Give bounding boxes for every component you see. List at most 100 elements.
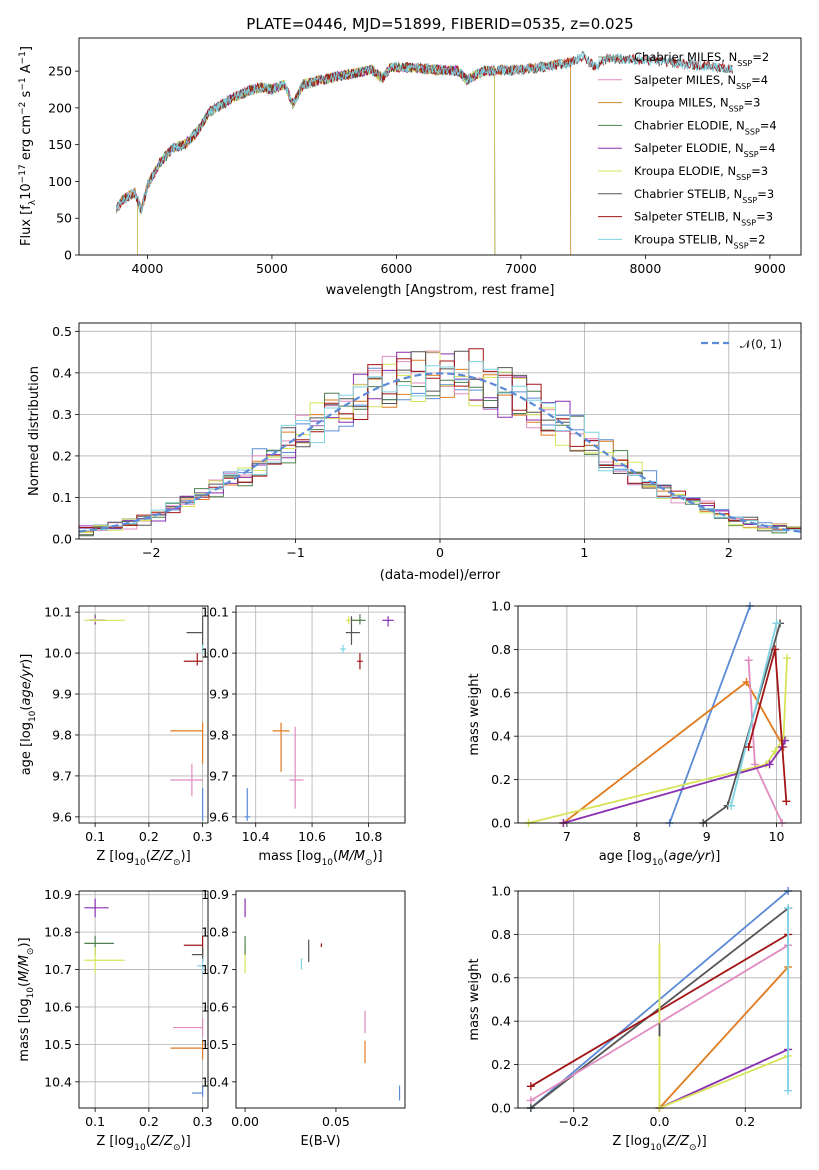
axes-frame xyxy=(78,890,209,1109)
x-tick-label: 6000 xyxy=(381,261,413,276)
legend-label-4: Salpeter ELODIE, NSSP=4 xyxy=(634,141,776,159)
y-tick-label: 100 xyxy=(48,174,72,189)
y-tick-label: 10.4 xyxy=(201,1074,229,1089)
y-tick-label: 10.9 xyxy=(201,887,229,902)
y-tick-label: 0.2 xyxy=(52,448,72,463)
x-tick-label: 0.3 xyxy=(193,1114,213,1129)
y-axis-label: mass [log10(M/M⊙)] xyxy=(17,937,36,1061)
x-tick-label: 0.1 xyxy=(85,1114,105,1129)
y-tick-label: 0.2 xyxy=(491,1057,511,1072)
y-axis-label: Flux [fλ10−17 erg cm−2 s−1 A−1] xyxy=(18,46,38,246)
y-tick-label: 0.1 xyxy=(52,490,72,505)
y-tick-label: 9.7 xyxy=(209,768,229,783)
x-axis-label: Z [log10(Z/Z⊙)] xyxy=(612,1134,706,1153)
spectrum-line-3 xyxy=(137,62,496,256)
x-tick-label: 0.1 xyxy=(85,829,105,844)
y-tick-label: 10.4 xyxy=(44,1074,72,1089)
gaussian-curve xyxy=(78,372,802,533)
y-tick-label: 10.7 xyxy=(201,962,229,977)
y-tick-label: 250 xyxy=(48,64,72,79)
x-axis-label: age [log10(age/yr)] xyxy=(599,849,721,868)
axes-frame xyxy=(517,605,802,824)
legend-label-5: Kroupa ELODIE, NSSP=3 xyxy=(634,164,768,182)
y-tick-label: 1.0 xyxy=(491,884,511,899)
y-axis-label: age [log10(age/yr)] xyxy=(19,654,38,776)
legend-label-gaussian: 𝒩(0, 1) xyxy=(740,337,782,351)
legend-label-0: Chabrier MILES, NSSP=2 xyxy=(634,50,769,68)
y-tick-label: 10.6 xyxy=(201,999,229,1014)
weight-line-5 xyxy=(659,1048,789,1109)
y-tick-label: 9.9 xyxy=(52,687,72,702)
weight-marker-4-1 xyxy=(765,760,774,769)
mass-vs-Z-panel: 0.1 0.2 0.3 10.4 10.5 10.6 10.7 10.8 10.9 Z [log1… xyxy=(17,887,213,1153)
residual-hist-7 xyxy=(79,348,801,531)
weight-marker-3-0 xyxy=(526,1096,535,1105)
x-tick-label: 7000 xyxy=(505,261,537,276)
weight-line-4 xyxy=(658,966,789,1109)
x-tick-label: 0.2 xyxy=(139,829,159,844)
weight-line-0 xyxy=(668,605,751,824)
y-tick-label: 9.8 xyxy=(52,727,72,742)
weight-marker-6-1 xyxy=(772,619,781,628)
y-tick-label: 0.8 xyxy=(491,927,511,942)
x-tick-label: 0.00 xyxy=(231,1114,259,1129)
y-tick-label: 0 xyxy=(64,248,72,263)
y-tick-label: 9.8 xyxy=(209,727,229,742)
y-tick-label: 10.5 xyxy=(201,1037,229,1052)
panels: 4000 5000 6000 7000 8000 9000050100150200250w… xyxy=(17,37,802,1153)
y-tick-label: 10.0 xyxy=(201,646,229,661)
y-tick-label: 0.0 xyxy=(491,1101,511,1116)
x-tick-label: 1 xyxy=(580,545,588,560)
spectrum-panel: 4000 5000 6000 7000 8000 9000 0 50 100 150 200 250 w… xyxy=(18,37,802,298)
x-tick-label: −1 xyxy=(286,545,304,560)
y-tick-label: 0.5 xyxy=(52,324,72,339)
x-tick-label: 0.2 xyxy=(735,1114,755,1129)
y-tick-label: 10.8 xyxy=(44,925,72,940)
y-tick-label: 0.6 xyxy=(491,685,511,700)
x-tick-label: 0.0 xyxy=(650,1114,670,1129)
axes-frame xyxy=(235,605,406,824)
x-axis-label: Z [log10(Z/Z⊙)] xyxy=(96,849,190,868)
y-tick-label: 0.6 xyxy=(491,970,511,985)
y-tick-label: 10.5 xyxy=(44,1037,72,1052)
weight-marker-6-0 xyxy=(727,801,736,810)
weight-vs-Z-panel: −0.2 0.0 0.2 0.0 0.2 0.4 0.6 0.8 1.0 Z [log10(Z/Z… xyxy=(467,884,802,1153)
y-axis-label: mass weight xyxy=(467,673,482,755)
x-tick-label: 2 xyxy=(725,545,733,560)
mass-vs-ebv-panel: 0.00 0.05 10.4 10.5 10.6 10.7 10.8 10.9 E(B-V) xyxy=(201,887,406,1149)
x-tick-label: 9 xyxy=(703,829,711,844)
weight-marker-2-0 xyxy=(526,1082,535,1091)
y-tick-label: 50 xyxy=(56,211,72,226)
x-tick-label: 4000 xyxy=(132,261,164,276)
spectrum-line-5 xyxy=(137,61,496,256)
x-tick-label: −0.2 xyxy=(559,1114,589,1129)
y-tick-label: 0.0 xyxy=(491,816,511,831)
weight-marker-3-4 xyxy=(783,654,792,663)
x-tick-label: 8 xyxy=(633,829,641,844)
y-tick-label: 10.6 xyxy=(44,999,72,1014)
residual-panel: −2 −1 0 1 2 0.0 0.1 0.2 0.3 0.4 0.5 𝒩(0, 1) (data-mo… xyxy=(27,322,802,583)
y-tick-label: 10.1 xyxy=(201,605,229,620)
weight-vs-age-panel: 7 8 9 10 0.0 0.2 0.4 0.6 0.8 1.0 age [log10(age/yr… xyxy=(467,599,802,868)
x-tick-label: 7 xyxy=(563,829,571,844)
x-axis-label: Z [log10(Z/Z⊙)] xyxy=(96,1134,190,1153)
axes-frame xyxy=(78,605,209,824)
spectrum-line-2 xyxy=(115,56,572,256)
x-tick-label: 9000 xyxy=(754,261,786,276)
x-tick-label: 10 xyxy=(769,829,785,844)
figure-title: PLATE=0446, MJD=51899, FIBERID=0535, z=0… xyxy=(246,15,633,33)
y-tick-label: 0.0 xyxy=(52,532,72,547)
y-axis-label: mass weight xyxy=(467,958,482,1040)
weight-marker-2-0 xyxy=(744,656,753,665)
legend-label-2: Kroupa MILES, NSSP=3 xyxy=(634,96,760,114)
x-tick-label: 10.8 xyxy=(354,829,382,844)
legend-label-3: Chabrier ELODIE, NSSP=4 xyxy=(634,118,777,136)
weight-marker-3-2 xyxy=(771,747,780,756)
spectrum-line-4 xyxy=(137,62,496,256)
y-tick-label: 0.4 xyxy=(491,729,511,744)
y-tick-label: 0.4 xyxy=(491,1014,511,1029)
x-tick-label: 0.05 xyxy=(322,1114,350,1129)
y-tick-label: 9.6 xyxy=(209,809,229,824)
axes-frame xyxy=(517,890,802,1109)
